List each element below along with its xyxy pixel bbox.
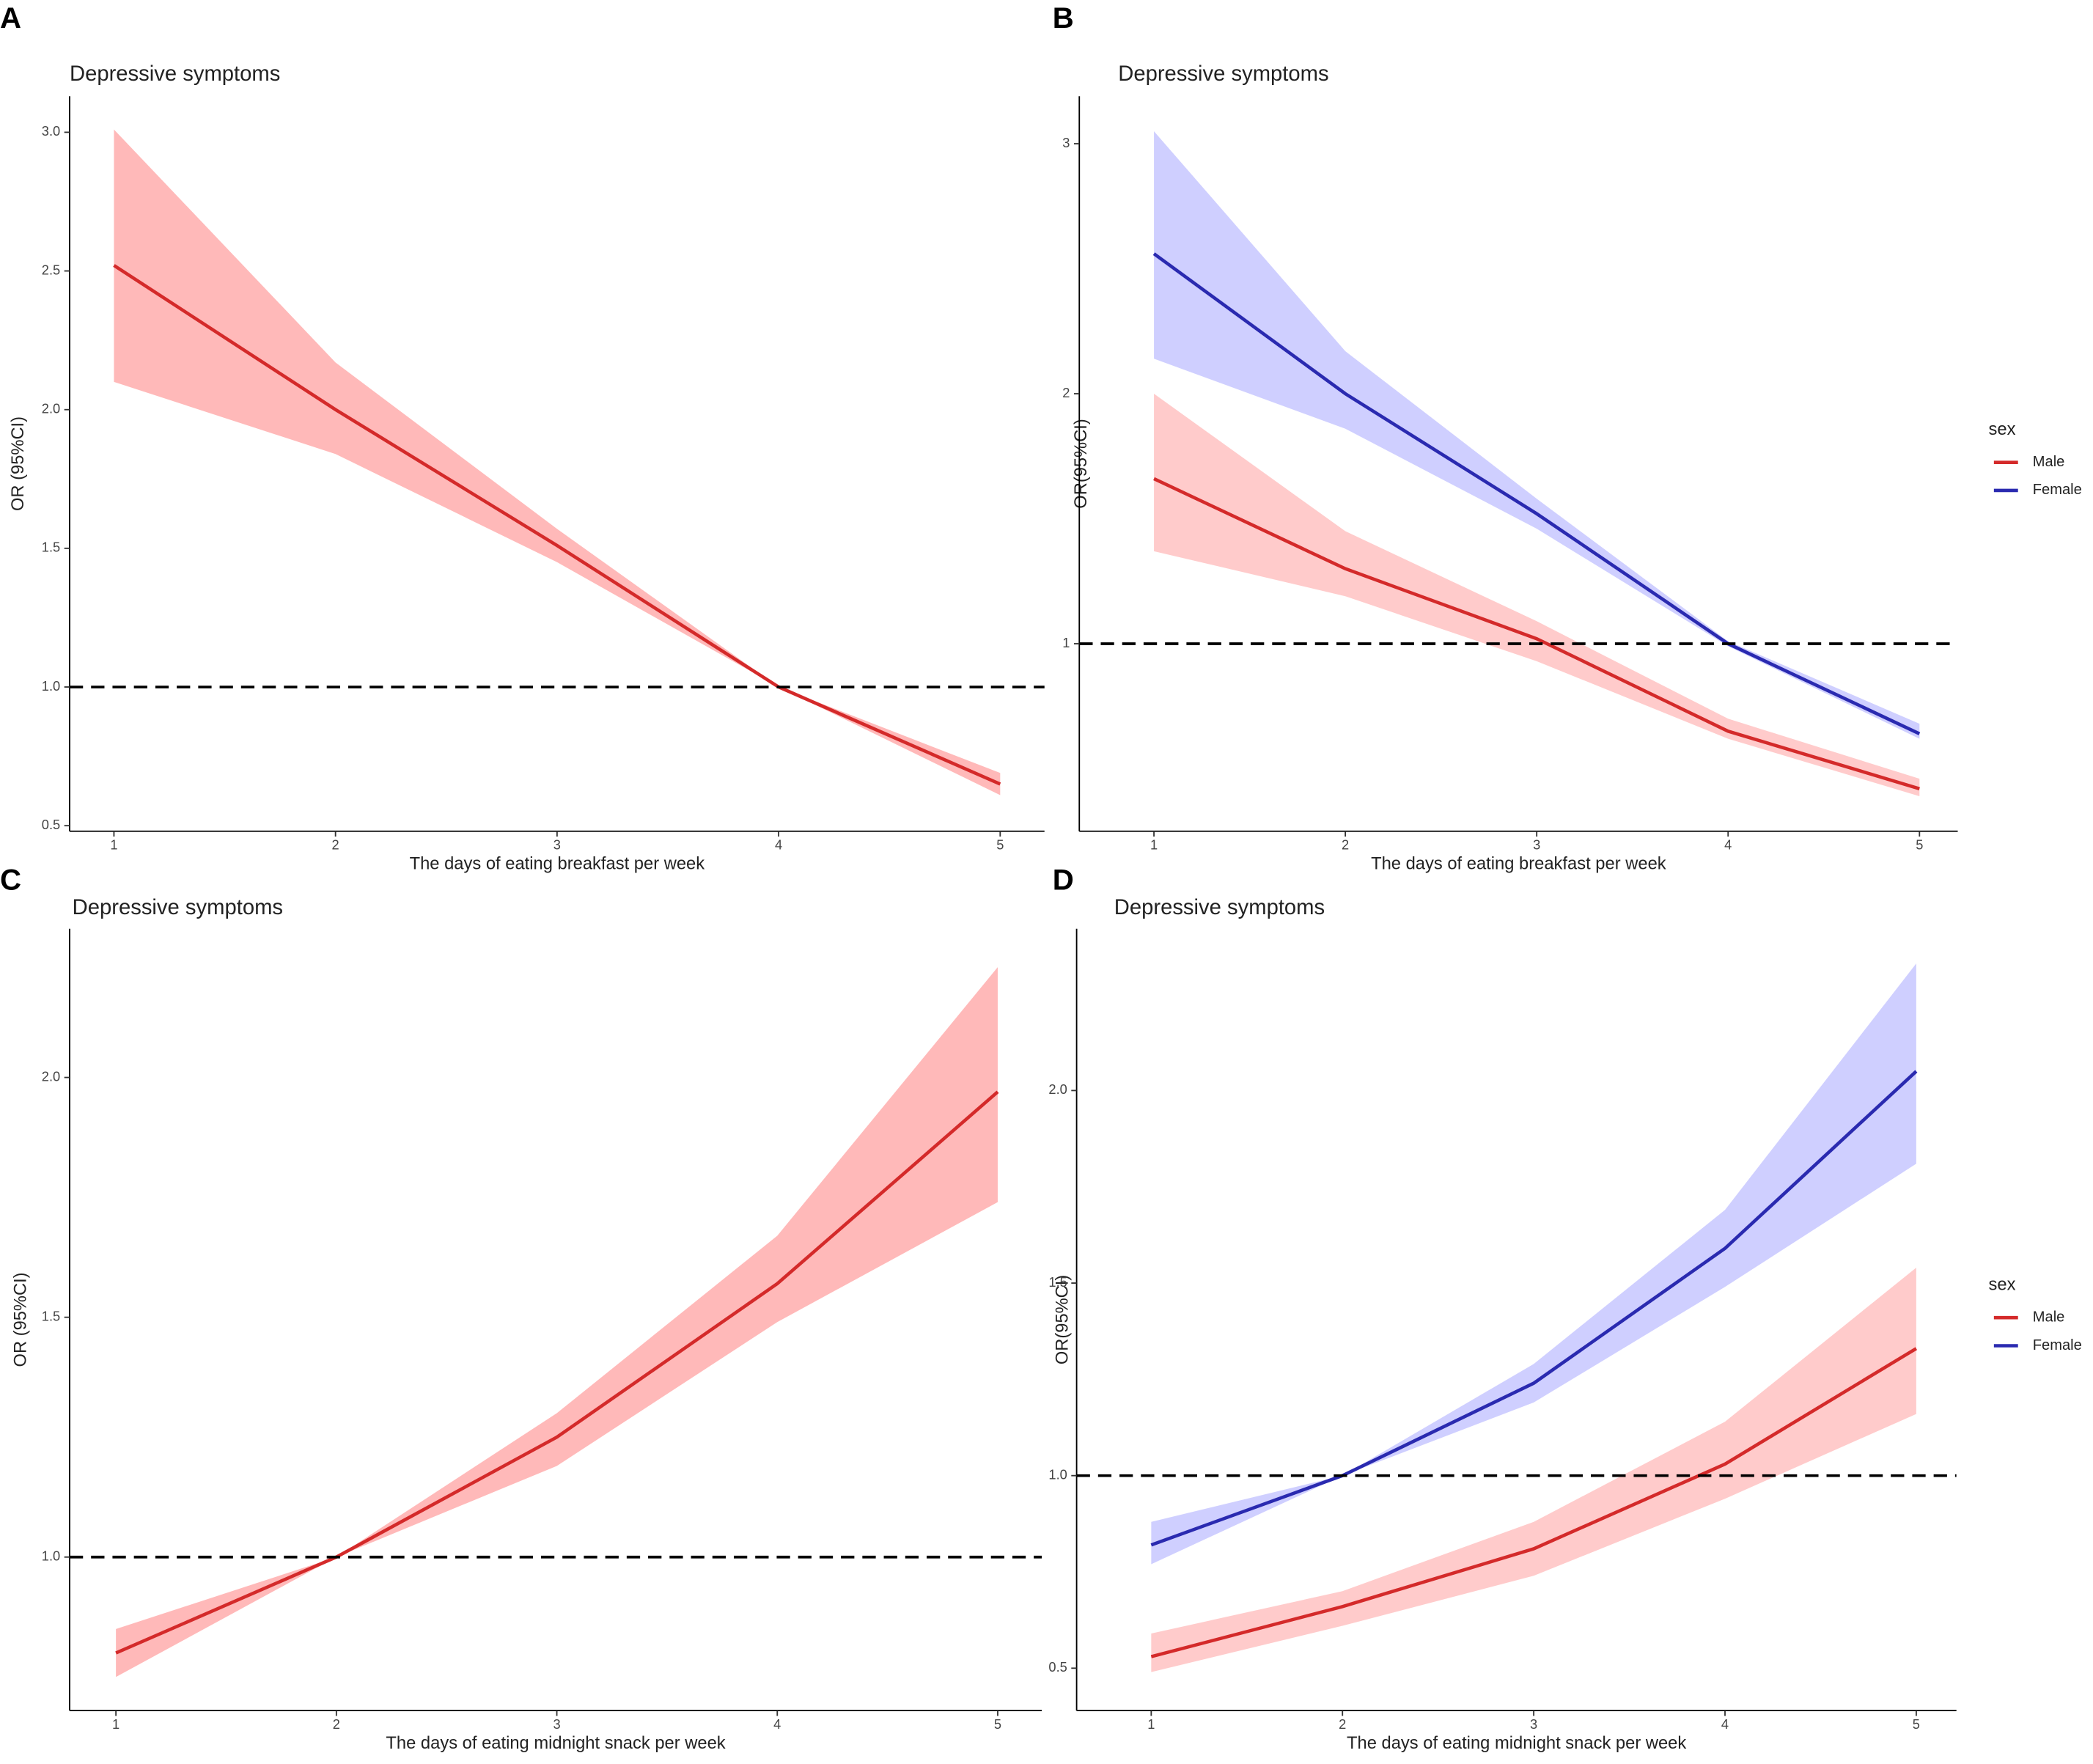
x-tick-label: 2 (1339, 1716, 1346, 1732)
x-axis-label: The days of eating midnight snack per we… (1347, 1734, 1686, 1753)
chart-title: Depressive symptoms (1114, 896, 1325, 919)
x-tick-label: 1 (110, 837, 117, 853)
x-tick-label: 2 (1342, 837, 1349, 853)
x-tick-label: 3 (1533, 837, 1540, 853)
x-tick-label: 3 (553, 1716, 560, 1732)
panel-label: D (1053, 864, 1074, 897)
ci-band (114, 129, 1001, 795)
legend-label: Female (2033, 1337, 2082, 1353)
x-tick-label: 3 (553, 837, 561, 853)
x-tick-label: 5 (1913, 1716, 1920, 1732)
y-axis-label: OR(95%CI) (1053, 1275, 1073, 1364)
x-tick-label: 2 (332, 837, 339, 853)
y-axis-label: OR (95%CI) (9, 416, 28, 511)
y-tick-label: 1.0 (42, 1548, 60, 1564)
y-tick-label: 1 (1062, 635, 1070, 650)
y-tick-label: 2 (1062, 385, 1070, 400)
y-tick-label: 1.5 (42, 540, 60, 555)
chart-title: Depressive symptoms (1118, 62, 1328, 86)
panel-label: C (0, 864, 21, 897)
x-tick-label: 5 (1916, 837, 1923, 853)
x-axis-label: The days of eating breakfast per week (410, 855, 705, 874)
x-tick-label: 5 (996, 837, 1004, 853)
chart-title: Depressive symptoms (73, 896, 283, 919)
x-axis-label: The days of eating breakfast per week (1371, 855, 1666, 874)
x-tick-label: 4 (773, 1716, 781, 1732)
y-tick-label: 0.5 (1048, 1659, 1067, 1675)
legend-label: Male (2033, 1309, 2065, 1326)
y-tick-label: 2.0 (1048, 1081, 1067, 1097)
y-axis-label: OR (95%CI) (11, 1272, 30, 1367)
y-tick-label: 2.5 (42, 262, 60, 277)
x-tick-label: 1 (1147, 1716, 1155, 1732)
y-tick-label: 2.0 (42, 1068, 60, 1084)
x-tick-label: 4 (775, 837, 782, 853)
x-tick-label: 1 (112, 1716, 119, 1732)
line (115, 1090, 999, 1655)
panel-label: B (1053, 1, 1074, 34)
ci-band (1154, 394, 1920, 796)
x-axis-label: The days of eating midnight snack per we… (386, 1734, 725, 1753)
ci-band (1151, 1268, 1916, 1672)
y-tick-label: 1.0 (42, 678, 60, 694)
x-tick-label: 1 (1150, 837, 1158, 853)
panel-label: A (0, 1, 21, 34)
y-tick-label: 1.5 (1048, 1274, 1067, 1290)
legend-label: Female (2033, 482, 2082, 498)
x-tick-label: 4 (1721, 1716, 1729, 1732)
y-tick-label: 1.0 (1048, 1467, 1067, 1482)
y-axis-label: OR(95%CI) (1072, 419, 1091, 508)
y-tick-label: 1.5 (42, 1308, 60, 1323)
chart-title: Depressive symptoms (70, 62, 280, 86)
ci-band (1151, 963, 1916, 1565)
y-tick-label: 0.5 (42, 817, 60, 832)
legend-label: Male (2033, 454, 2065, 470)
x-tick-label: 2 (333, 1716, 340, 1732)
y-tick-label: 2.0 (42, 401, 60, 416)
line (113, 264, 1001, 786)
x-tick-label: 3 (1530, 1716, 1537, 1732)
line (1150, 1070, 1918, 1547)
ci-band (116, 967, 998, 1677)
legend-title: sex (1989, 1276, 2016, 1295)
x-tick-label: 5 (994, 1716, 1001, 1732)
y-tick-label: 3.0 (42, 123, 60, 139)
y-tick-label: 3 (1062, 135, 1070, 150)
x-tick-label: 4 (1724, 837, 1732, 853)
line (1150, 1347, 1918, 1658)
line (1152, 252, 1921, 735)
line (1153, 477, 1920, 790)
legend-title: sex (1989, 420, 2016, 439)
